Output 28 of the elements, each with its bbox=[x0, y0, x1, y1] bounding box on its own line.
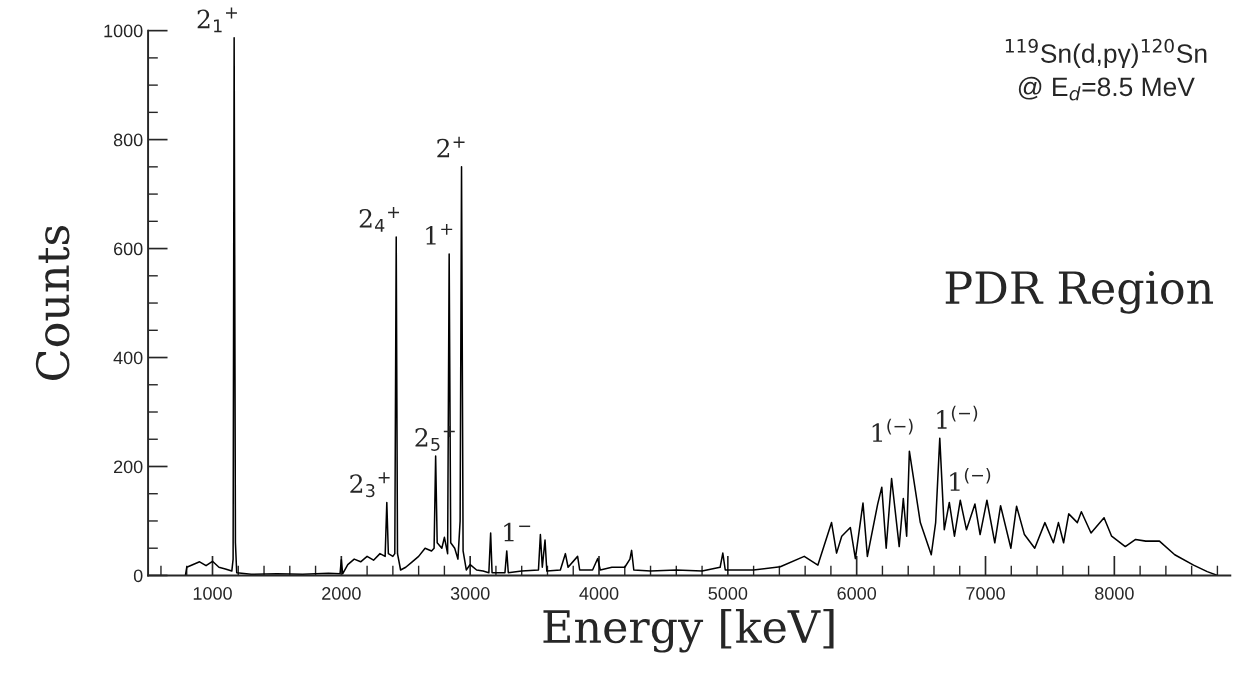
x-tick-label: 1000 bbox=[193, 587, 232, 600]
annotation: 1$^{+}$ bbox=[426, 223, 453, 245]
y-tick-label: 0 bbox=[133, 569, 143, 583]
y-tick-label: 400 bbox=[113, 351, 143, 365]
y-tick-label: 600 bbox=[114, 242, 143, 256]
x-axis-title: Energy [keV] bbox=[543, 608, 834, 653]
x-tick-label: 2000 bbox=[322, 587, 361, 600]
y-tick-label: 800 bbox=[113, 133, 143, 147]
annotation: 2$^{+}$ bbox=[437, 136, 465, 158]
text: @ E$_{d}$=8.5 MeV bbox=[1018, 76, 1195, 101]
x-tick-label: 5000 bbox=[708, 587, 748, 600]
annotation: 2$_{3}$$^{+}$ bbox=[350, 472, 390, 498]
annotation: 1$^{−}$ bbox=[504, 522, 531, 542]
annotation: 2$_{1}$$^{+}$ bbox=[197, 7, 237, 33]
y-tick-label: 200 bbox=[114, 460, 143, 474]
x-tick-label: 8000 bbox=[1095, 587, 1134, 600]
annotation: PDR Region bbox=[945, 271, 1214, 314]
y-tick-label: 1000 bbox=[104, 24, 143, 38]
x-tick-label: 4000 bbox=[579, 587, 619, 600]
x-tick-label: 3000 bbox=[450, 587, 490, 600]
annotation: 1$^{(−)}$ bbox=[872, 418, 913, 442]
chart-title: $^{119}$Sn(d,pγ)$^{120}$Sn bbox=[1005, 38, 1207, 69]
y-axis-title: Counts bbox=[35, 225, 70, 380]
annotation: 2$_{4}$$^{+}$ bbox=[359, 207, 400, 232]
x-tick-label: 7000 bbox=[966, 587, 1005, 600]
annotation: 1$^{(−)}$ bbox=[937, 405, 978, 429]
annotation: 1$^{(−)}$ bbox=[950, 467, 991, 491]
x-tick-label: 6000 bbox=[837, 587, 877, 600]
